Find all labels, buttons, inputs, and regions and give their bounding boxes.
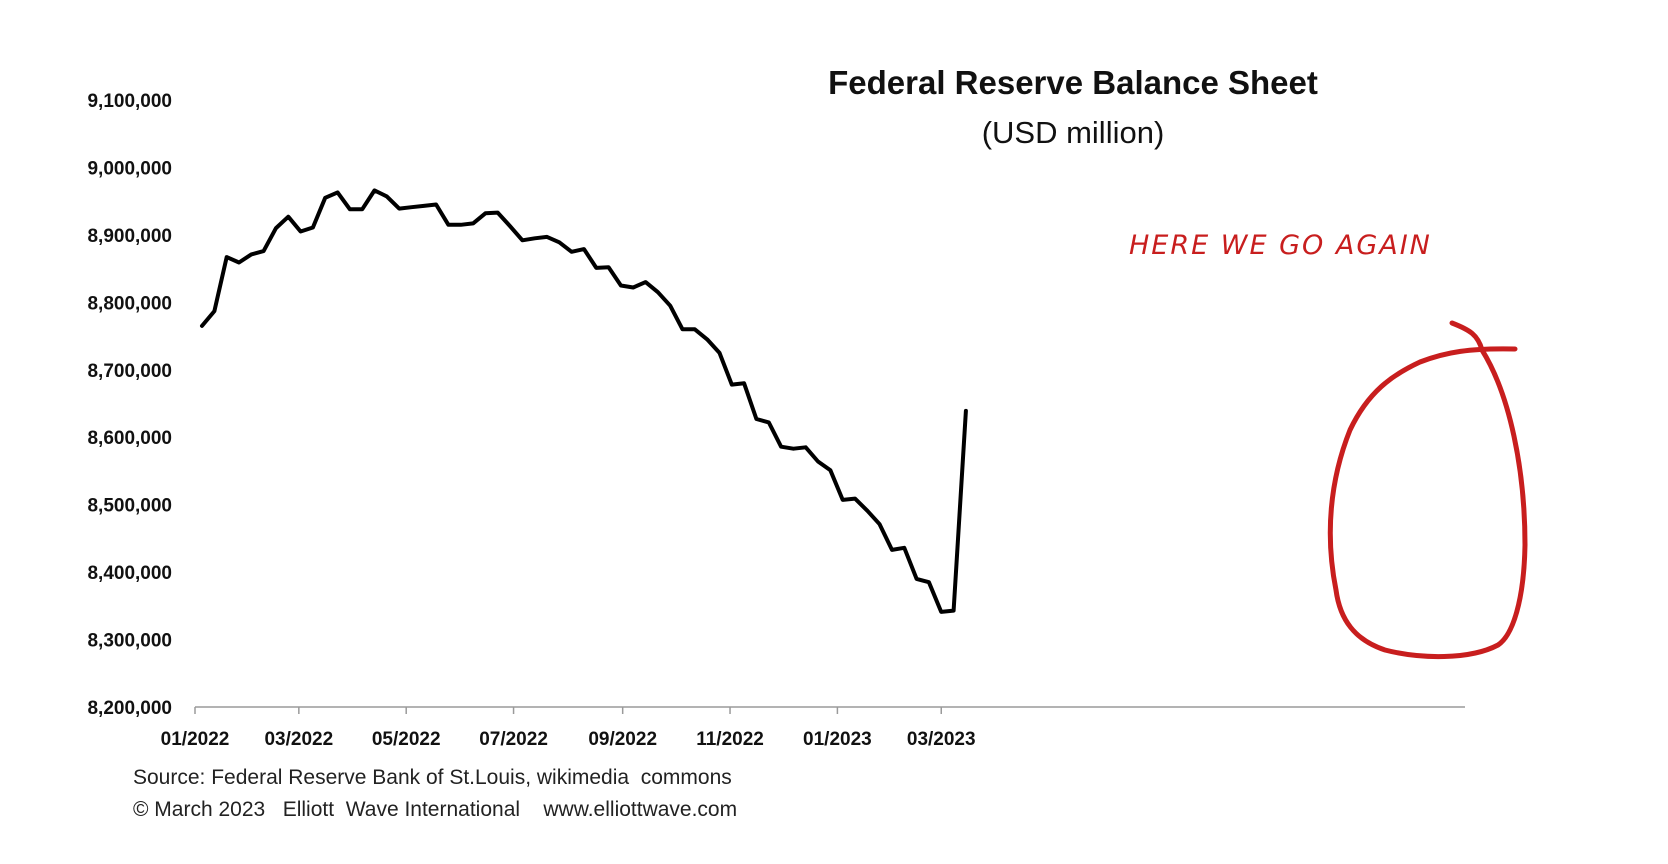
y-tick-label: 8,500,000 [87,496,172,517]
x-tick-label: 11/2022 [696,729,764,750]
series-group [200,188,968,614]
y-tick-label: 8,400,000 [87,563,172,584]
y-tick-label: 8,300,000 [87,631,172,652]
chart-title: Federal Reserve Balance Sheet [828,64,1318,101]
red-circle-annotation [1327,320,1528,660]
source-note: Source: Federal Reserve Bank of St.Louis… [133,766,732,789]
annotation-text: HERE WE GO AGAIN [1129,230,1432,261]
y-tick-label: 8,200,000 [87,698,172,719]
x-tick-label: 07/2022 [479,729,548,750]
y-tick-label: 8,600,000 [87,428,172,449]
x-tick-label: 01/2022 [161,729,230,750]
chart-subtitle: (USD million) [982,115,1165,150]
series-line [200,188,968,614]
x-tick-label: 09/2022 [588,729,657,750]
copyright-note: © March 2023 Elliott Wave International … [133,798,738,821]
x-tick-label: 03/2022 [264,729,333,750]
x-tick-label: 05/2022 [372,729,441,750]
y-axis-ticks: 9,100,000 9,000,000 8,900,000 8,800,000 8,70… [87,91,172,719]
x-tick-label: 03/2023 [907,729,976,750]
x-tick-label: 01/2023 [803,729,872,750]
y-tick-label: 8,700,000 [87,361,172,382]
y-tick-label: 9,100,000 [87,91,172,112]
y-tick-label: 8,800,000 [87,293,172,314]
y-tick-label: 9,000,000 [87,158,172,179]
x-axis-ticks: 01/2022 03/2022 05/2022 07/2022 09/2022 11/20… [161,707,976,750]
y-tick-label: 8,900,000 [87,226,172,247]
